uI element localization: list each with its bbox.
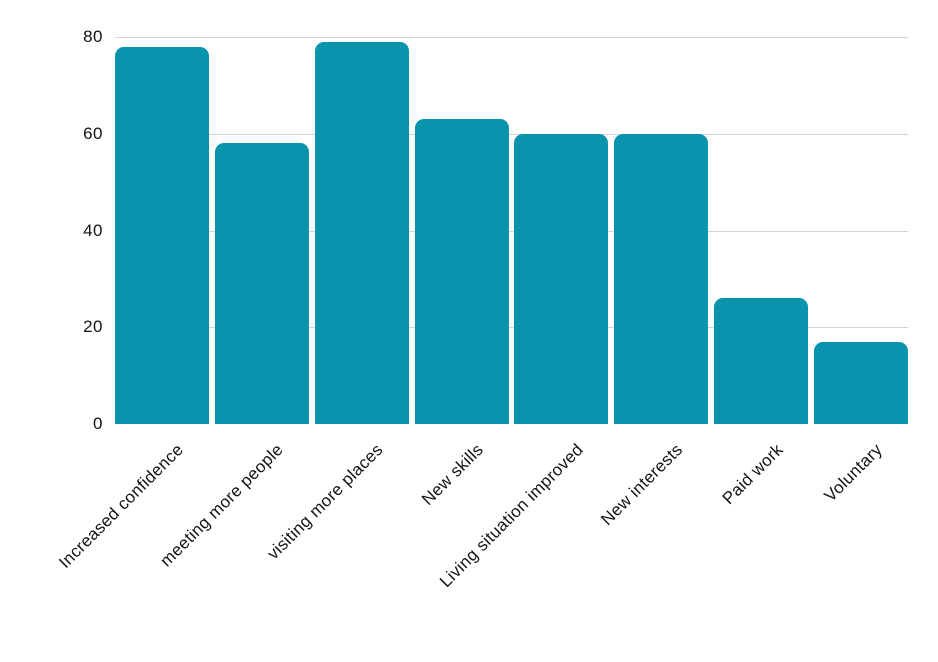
bars-layer [115,37,908,424]
gridline-80 [115,37,908,38]
bar-paid-work [714,298,809,424]
x-label-new-interests: New interests [597,440,687,530]
y-tick-label-0: 0 [93,414,103,433]
bar-voluntary [813,341,908,424]
y-tick-label-20: 20 [83,317,103,337]
gridline-20 [115,327,908,329]
gridline-60 [115,133,908,135]
bar-new-interests [614,133,709,424]
x-label-voluntary: Voluntary [820,440,887,506]
x-label-paid-work: Paid work [718,440,787,509]
bar-living-situation-improved [514,133,609,424]
bar-visiting-more-places [314,41,409,424]
bar-meeting-more-people [214,143,309,424]
x-label-new-skills: New skills [418,440,487,509]
y-tick-label-60: 60 [83,123,103,143]
bar-increased-confidence [115,46,209,424]
gridline-40 [115,230,908,232]
bar-new-skills [414,119,509,424]
plot-area [115,37,908,424]
y-tick-label-40: 40 [83,220,103,240]
y-tick-label-80: 80 [83,27,103,46]
